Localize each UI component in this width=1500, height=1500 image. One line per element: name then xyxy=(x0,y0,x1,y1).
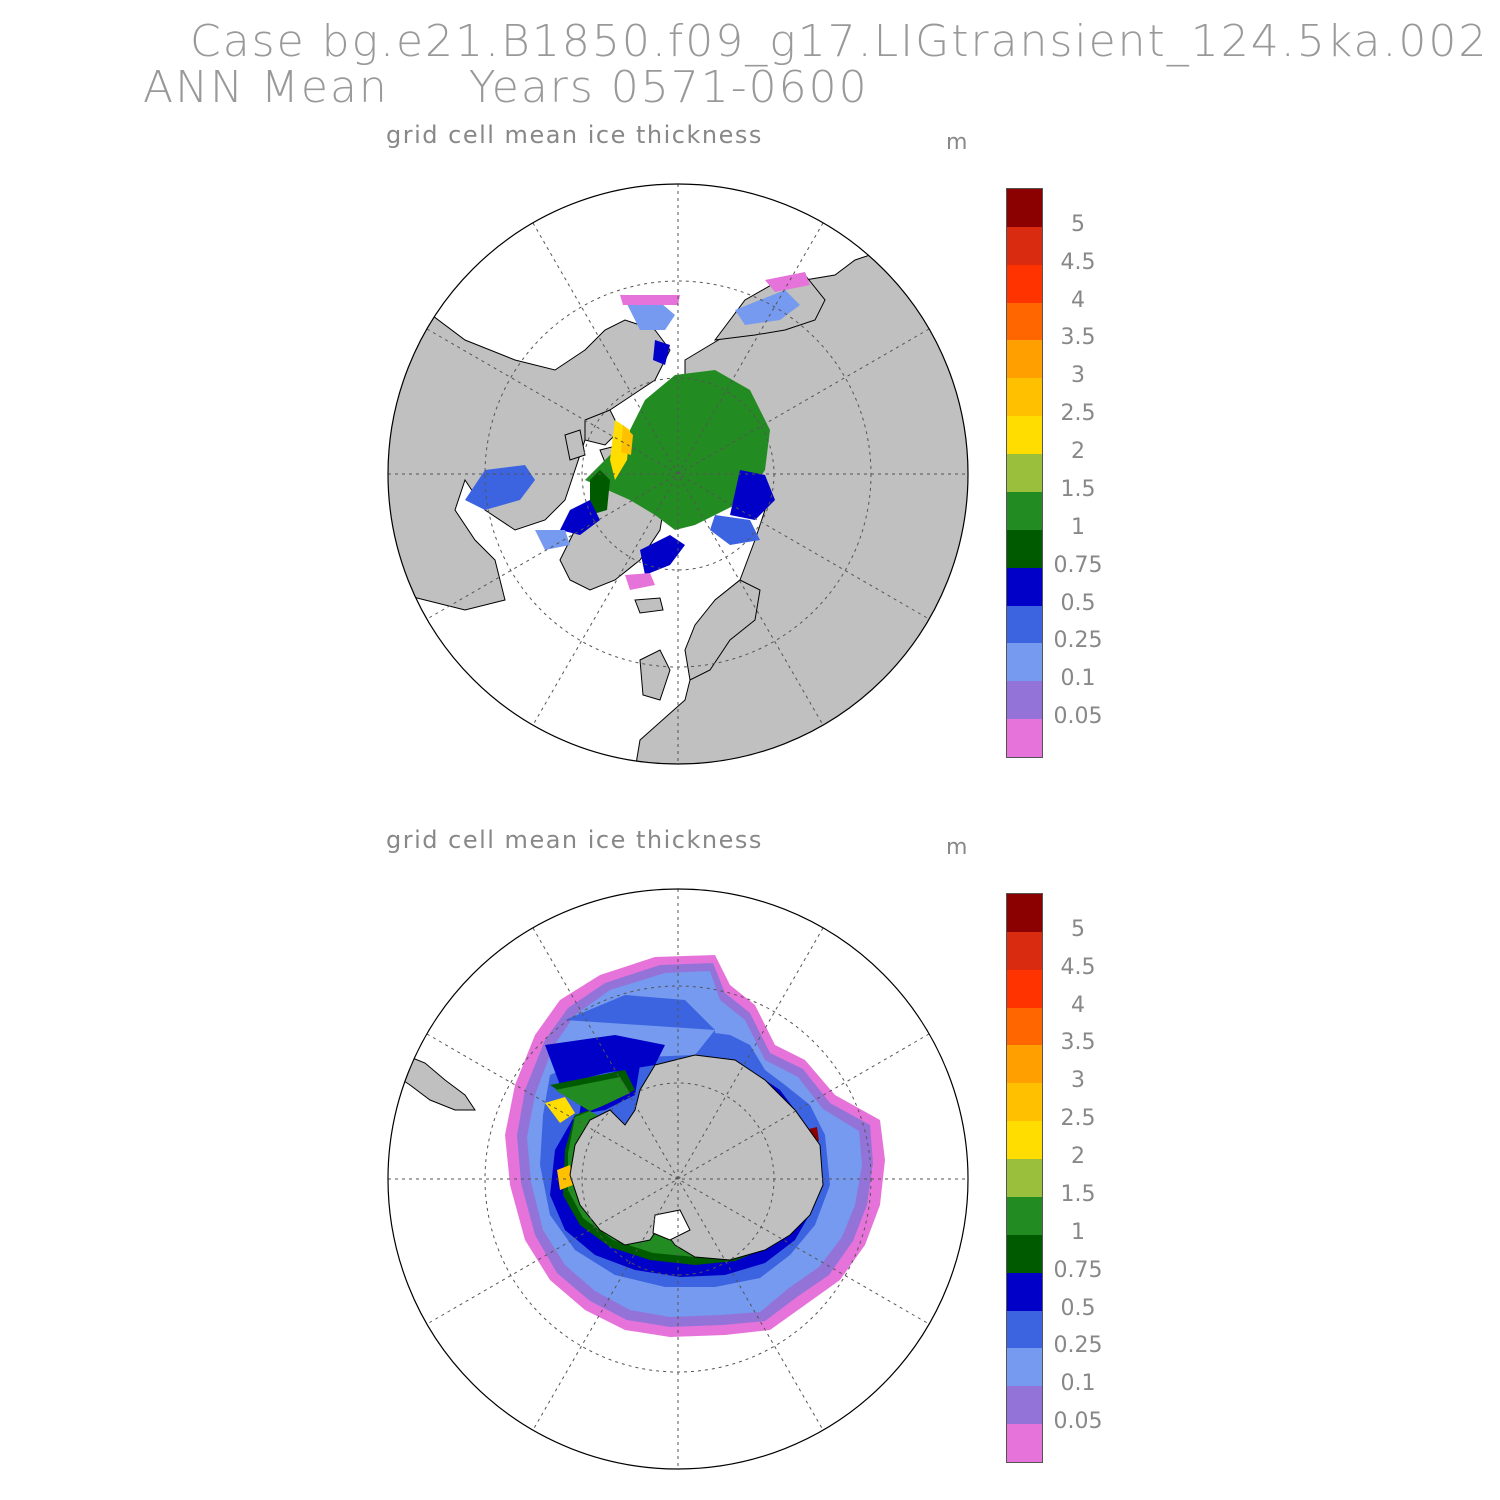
colorbar-swatch xyxy=(1007,1234,1042,1273)
colorbar-swatch xyxy=(1007,969,1042,1008)
colorbar-label: 0.25 xyxy=(1053,628,1103,654)
colorbar-label: 4 xyxy=(1071,287,1085,313)
colorbar-swatch xyxy=(1007,1045,1042,1084)
colorbar-swatch xyxy=(1007,1310,1042,1349)
colorbar-swatch xyxy=(1007,1272,1042,1311)
colorbar-swatch xyxy=(1007,340,1042,379)
colorbar-label: 3.5 xyxy=(1060,325,1096,351)
colorbar-swatch xyxy=(1007,302,1042,341)
colorbar-swatch xyxy=(1007,1424,1042,1462)
colorbar-swatch xyxy=(1007,1083,1042,1122)
colorbar-label: 1 xyxy=(1071,514,1085,540)
south-colorbar xyxy=(1006,893,1043,1463)
colorbar-swatch xyxy=(1007,491,1042,530)
colorbar-swatch xyxy=(1007,529,1042,568)
colorbar-swatch xyxy=(1007,1196,1042,1235)
colorbar-label: 3.5 xyxy=(1060,1030,1096,1056)
south-graticule xyxy=(388,889,968,1469)
colorbar-label: 4 xyxy=(1071,992,1085,1018)
colorbar-label: 0.1 xyxy=(1060,666,1096,692)
north-panel-title: grid cell mean ice thickness xyxy=(386,121,763,149)
colorbar-swatch xyxy=(1007,1159,1042,1197)
colorbar-label: 4.5 xyxy=(1060,249,1096,275)
colorbar-label: 3 xyxy=(1071,1068,1085,1094)
colorbar-label: 0.25 xyxy=(1053,1333,1103,1359)
case-title: Case bg.e21.B1850.f09_g17.LIGtransient_1… xyxy=(190,16,1489,67)
colorbar-label: 1 xyxy=(1071,1219,1085,1245)
colorbar-label: 0.5 xyxy=(1060,590,1096,616)
colorbar-swatch xyxy=(1007,1007,1042,1046)
colorbar-label: 1.5 xyxy=(1060,1181,1096,1207)
colorbar-label: 0.05 xyxy=(1053,1409,1103,1435)
colorbar-label: 5 xyxy=(1071,916,1085,942)
period-title: ANN Mean Years 0571-0600 xyxy=(143,62,869,113)
colorbar-label: 0.5 xyxy=(1060,1295,1096,1321)
south-panel-title: grid cell mean ice thickness xyxy=(386,826,763,854)
colorbar-swatch xyxy=(1007,931,1042,970)
colorbar-label: 0.1 xyxy=(1060,1371,1096,1397)
colorbar-swatch xyxy=(1007,1121,1042,1160)
colorbar-label: 2.5 xyxy=(1060,401,1096,427)
colorbar-label: 5 xyxy=(1071,211,1085,237)
colorbar-swatch xyxy=(1007,226,1042,265)
colorbar-label: 0.75 xyxy=(1053,1257,1103,1283)
north-graticule xyxy=(388,184,968,764)
colorbar-label: 2 xyxy=(1071,1144,1085,1170)
colorbar-label: 0.75 xyxy=(1053,552,1103,578)
colorbar-label: 3 xyxy=(1071,363,1085,389)
south-polar-map xyxy=(387,888,969,1470)
colorbar-swatch xyxy=(1007,1386,1042,1425)
north-colorbar xyxy=(1006,188,1043,758)
colorbar-swatch xyxy=(1007,189,1042,227)
colorbar-swatch xyxy=(1007,1348,1042,1387)
north-polar-map xyxy=(387,183,969,765)
colorbar-swatch xyxy=(1007,416,1042,455)
colorbar-label: 2.5 xyxy=(1060,1106,1096,1132)
colorbar-swatch xyxy=(1007,567,1042,606)
colorbar-label: 2 xyxy=(1071,439,1085,465)
colorbar-swatch xyxy=(1007,378,1042,417)
colorbar-label: 1.5 xyxy=(1060,476,1096,502)
colorbar-swatch xyxy=(1007,605,1042,644)
colorbar-label: 4.5 xyxy=(1060,954,1096,980)
colorbar-label: 0.05 xyxy=(1053,704,1103,730)
colorbar-swatch xyxy=(1007,454,1042,492)
colorbar-swatch xyxy=(1007,264,1042,303)
colorbar-swatch xyxy=(1007,643,1042,682)
colorbar-swatch xyxy=(1007,894,1042,932)
south-panel-units: m xyxy=(946,835,968,860)
north-panel-units: m xyxy=(946,130,968,155)
colorbar-swatch xyxy=(1007,681,1042,720)
colorbar-swatch xyxy=(1007,719,1042,757)
